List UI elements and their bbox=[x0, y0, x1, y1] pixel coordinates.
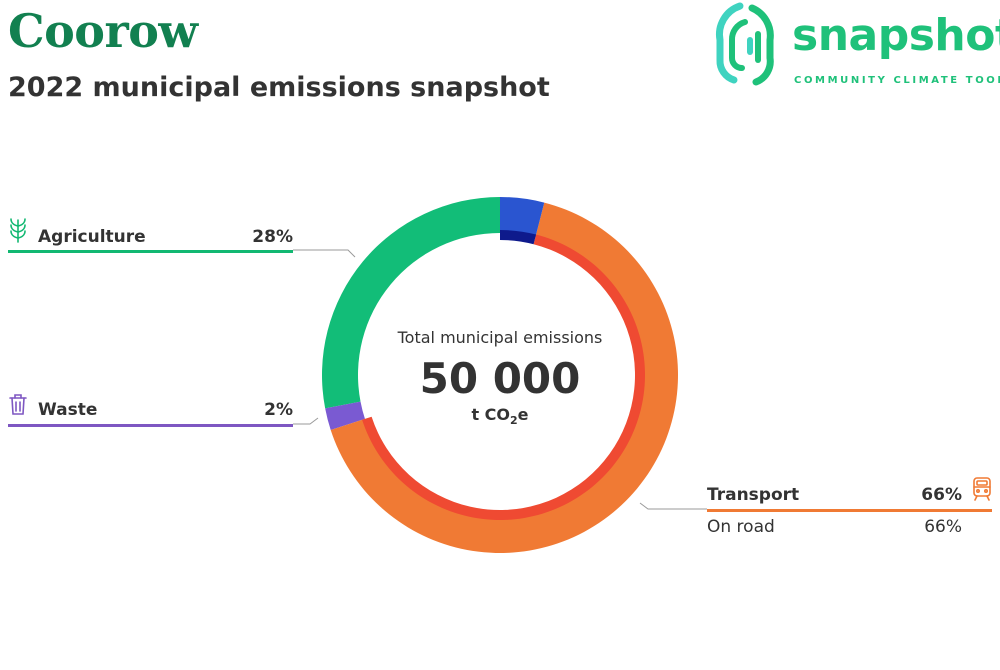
snapshot-logo[interactable]: snapshot COMMUNITY CLIMATE TOOL bbox=[712, 0, 1000, 92]
legend-transport[interactable]: Transport 66% bbox=[707, 476, 992, 512]
fingerprint-icon bbox=[716, 2, 774, 86]
center-label: Total municipal emissions bbox=[397, 328, 603, 347]
leader-waste bbox=[293, 417, 319, 425]
legend-pct: 28% bbox=[252, 227, 293, 247]
legend-pct: 2% bbox=[264, 400, 293, 420]
legend-label: Agriculture bbox=[38, 227, 146, 247]
legend-waste[interactable]: Waste 2% bbox=[8, 393, 293, 427]
total-emissions-value: 50 000 bbox=[419, 354, 581, 403]
legend-underline bbox=[8, 424, 293, 427]
outer-slice-agriculture bbox=[322, 197, 500, 409]
legend-label: Waste bbox=[38, 400, 98, 420]
logo-tagline: COMMUNITY CLIMATE TOOL bbox=[794, 75, 1000, 86]
inner-ring bbox=[362, 230, 645, 520]
inner-slice-segment-1 bbox=[500, 230, 537, 245]
legend-transport-on-road[interactable]: On road 66% bbox=[707, 517, 962, 539]
legend-agriculture[interactable]: Agriculture 28% bbox=[8, 217, 293, 253]
page-title: Coorow bbox=[8, 4, 198, 58]
sub-legend-label: On road bbox=[707, 517, 775, 537]
legend-label: Transport bbox=[707, 485, 800, 505]
legend-pct: 66% bbox=[921, 485, 962, 505]
leader-agriculture bbox=[293, 249, 356, 258]
outer-ring bbox=[322, 197, 678, 553]
legend-underline bbox=[707, 509, 992, 512]
unit-prefix: t CO bbox=[471, 405, 511, 424]
outer-slice-segment-3 bbox=[500, 197, 545, 238]
unit-suffix: e bbox=[517, 405, 529, 424]
leader-lines bbox=[293, 249, 707, 510]
total-emissions-unit: t CO2e bbox=[370, 405, 630, 427]
trash-bin-icon bbox=[9, 394, 27, 415]
sub-legend-pct: 66% bbox=[924, 517, 962, 537]
legend-underline bbox=[8, 250, 293, 253]
wheat-icon bbox=[10, 218, 26, 243]
leader-transport bbox=[639, 502, 707, 510]
page-subtitle: 2022 municipal emissions snapshot bbox=[8, 72, 550, 103]
outer-slice-waste bbox=[325, 401, 365, 431]
logo-wordmark: snapshot bbox=[792, 10, 1000, 61]
unit-subscript: 2 bbox=[510, 414, 518, 428]
train-icon bbox=[973, 477, 991, 501]
